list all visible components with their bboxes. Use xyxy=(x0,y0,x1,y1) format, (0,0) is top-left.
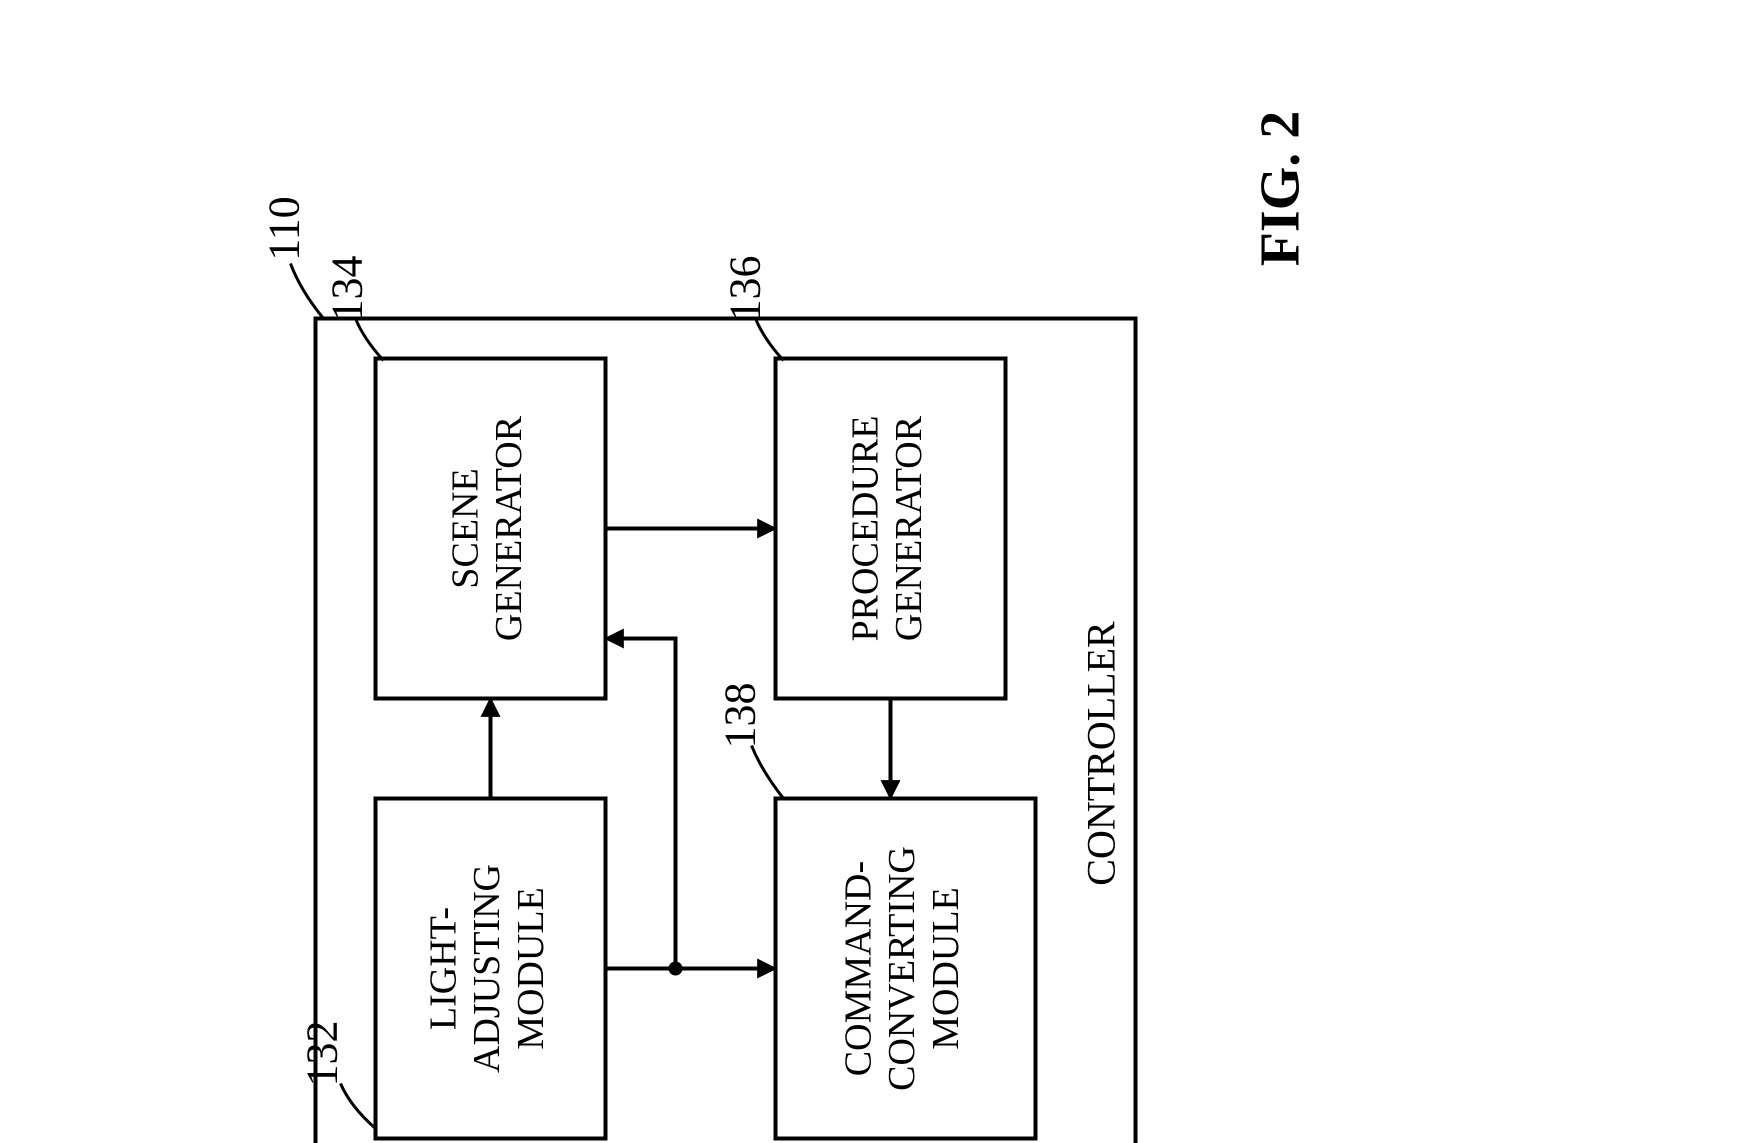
node-procedure-label-line-1: GENERATOR xyxy=(888,415,930,641)
controller-label: CONTROLLER xyxy=(1079,621,1124,886)
ref-138: 138 xyxy=(716,683,765,749)
ref-110: 110 xyxy=(260,196,309,260)
ref-132: 132 xyxy=(298,1021,347,1087)
lead-line-136 xyxy=(756,319,784,361)
node-command-label-line-1: CONVERTING xyxy=(881,846,923,1091)
node-scene-label-line-1: GENERATOR xyxy=(488,415,530,641)
node-light-label-line-0: LIGHT- xyxy=(423,907,465,1030)
node-light-label-line-2: MODULE xyxy=(510,887,552,1050)
node-procedure-label-line-0: PROCEDURE xyxy=(844,416,886,642)
lead-line-110 xyxy=(291,264,324,319)
node-light-label-line-1: ADJUSTING xyxy=(466,864,508,1073)
lead-line-138 xyxy=(752,746,784,799)
ref-136: 136 xyxy=(721,256,770,322)
node-command-label-line-2: MODULE xyxy=(925,887,967,1050)
node-command-label-line-0: COMMAND- xyxy=(838,861,880,1076)
junction-4 xyxy=(669,962,683,976)
lead-line-132 xyxy=(341,1084,376,1129)
edge-4 xyxy=(606,639,676,969)
figure-caption: FIG. 2 xyxy=(1249,111,1311,267)
lead-line-134 xyxy=(356,319,384,361)
node-scene-label-line-0: SCENE xyxy=(444,468,486,588)
ref-134: 134 xyxy=(323,256,372,322)
